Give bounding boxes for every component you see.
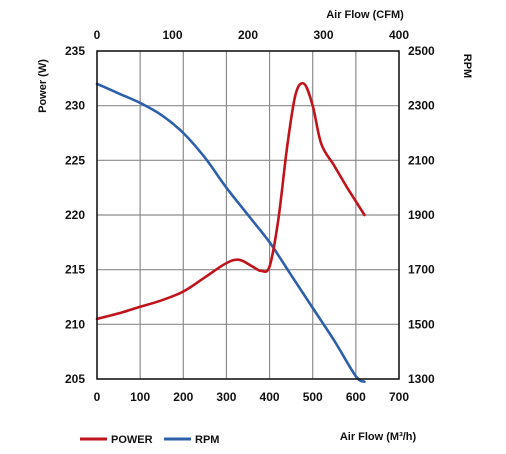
- left-axis-title: Power (W): [37, 59, 49, 113]
- y-right-tick-label: 2300: [408, 99, 435, 113]
- y-right-tick-label: 1900: [408, 208, 435, 222]
- y-right-tick-label: 2100: [408, 153, 435, 167]
- x-top-tick-label: 100: [162, 28, 182, 42]
- y-right-tick-label: 1300: [408, 372, 435, 386]
- x-top-tick-label: 300: [313, 28, 333, 42]
- y-right-tick-label: 2500: [408, 44, 435, 58]
- x-tick-label: 200: [173, 390, 193, 404]
- y-left-tick-label: 205: [65, 372, 85, 386]
- series-line-rpm: [95, 82, 366, 383]
- right-axis-title: RPM: [461, 54, 473, 78]
- y-left-tick-label: 220: [65, 208, 85, 222]
- y-left-tick-label: 215: [65, 263, 85, 277]
- bottom-axis-title: Air Flow (M³/h): [340, 431, 417, 443]
- y-left-tick-label: 235: [65, 44, 85, 58]
- x-tick-label: 100: [130, 390, 150, 404]
- x-tick-label: 700: [389, 390, 409, 404]
- legend: POWER RPM: [80, 434, 219, 446]
- series-line-power: [95, 81, 366, 321]
- x-top-tick-label: 200: [238, 28, 258, 42]
- top-axis-title: Air Flow (CFM): [326, 9, 404, 21]
- y-right-tick-label: 1500: [408, 317, 435, 331]
- tick-labels: 0 100 200 300 400 500 600 700 205 210 215 220 225 230…: [65, 28, 435, 404]
- series-layer: [95, 81, 366, 383]
- x-tick-label: 600: [346, 390, 366, 404]
- legend-power-label: POWER: [111, 434, 153, 446]
- x-tick-label: 0: [94, 390, 101, 404]
- x-top-tick-label: 400: [389, 28, 409, 42]
- legend-rpm-label: RPM: [195, 434, 219, 446]
- y-left-tick-label: 225: [65, 153, 85, 167]
- x-tick-label: 400: [260, 390, 280, 404]
- plot-frame: [96, 50, 400, 380]
- x-tick-label: 500: [303, 390, 323, 404]
- y-right-tick-label: 1700: [408, 263, 435, 277]
- y-left-tick-label: 210: [65, 317, 85, 331]
- x-top-tick-label: 0: [94, 28, 101, 42]
- y-left-tick-label: 230: [65, 99, 85, 113]
- x-tick-label: 300: [216, 390, 236, 404]
